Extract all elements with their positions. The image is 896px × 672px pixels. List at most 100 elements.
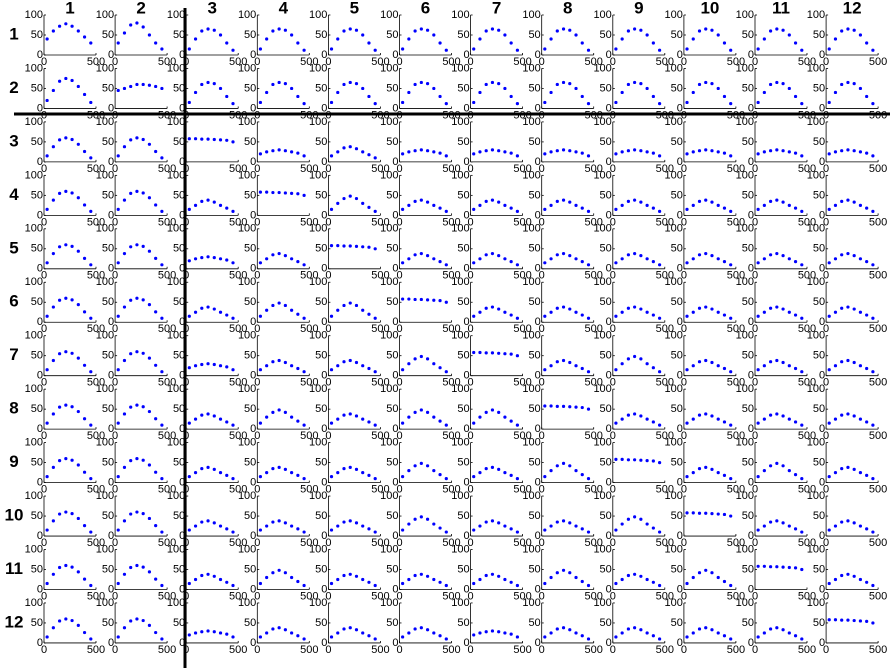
y-tick-label: 100: [238, 543, 256, 555]
y-tick-label: 100: [380, 276, 398, 288]
point: [444, 263, 448, 267]
point: [265, 631, 269, 635]
x-tick-label: 500: [513, 323, 531, 335]
x-tick-label: 0: [112, 323, 118, 335]
y-tick-label: 100: [522, 383, 540, 395]
point: [729, 370, 733, 374]
point: [354, 574, 359, 578]
point: [336, 201, 340, 205]
x-tick-label: 500: [585, 270, 603, 282]
point: [472, 528, 476, 532]
point: [116, 475, 120, 479]
point: [871, 423, 875, 427]
point: [503, 257, 507, 261]
y-tick-label: 0: [321, 316, 327, 328]
y-tick-label: 50: [386, 296, 398, 308]
point: [800, 477, 804, 481]
y-tick-label: 50: [244, 82, 256, 94]
point: [586, 637, 591, 641]
point: [645, 577, 649, 582]
point: [775, 412, 779, 416]
point: [651, 260, 655, 264]
point: [283, 360, 287, 365]
point: [419, 297, 423, 302]
point: [277, 252, 281, 256]
y-tick-label: 100: [238, 116, 256, 128]
y-tick-label: 0: [677, 583, 683, 595]
point: [154, 256, 158, 260]
point: [614, 261, 618, 265]
x-tick-label: 0: [396, 270, 402, 282]
point: [160, 156, 164, 160]
x-tick-label: 0: [752, 537, 758, 549]
point: [762, 310, 766, 314]
y-tick-label: 0: [463, 102, 469, 114]
point: [82, 417, 87, 421]
y-tick-label: 50: [813, 617, 825, 629]
x-tick-label: 0: [610, 216, 616, 228]
point: [147, 409, 152, 414]
point: [586, 102, 591, 106]
point: [509, 632, 513, 636]
point: [580, 366, 584, 371]
point: [218, 138, 223, 142]
column-label: 5: [350, 0, 359, 17]
point: [685, 635, 689, 639]
x-tick-label: 500: [656, 377, 674, 389]
y-tick-label: 50: [457, 189, 469, 201]
y-tick-label: 100: [451, 9, 469, 21]
point: [64, 403, 68, 407]
point: [833, 577, 838, 582]
point: [722, 420, 727, 424]
point: [775, 305, 779, 309]
point: [639, 357, 643, 361]
point: [620, 90, 624, 95]
point: [225, 258, 229, 262]
x-tick-label: 0: [539, 484, 545, 496]
point: [846, 572, 850, 576]
point: [515, 477, 520, 481]
point: [614, 314, 618, 318]
point: [206, 519, 210, 523]
point: [290, 575, 294, 580]
point: [154, 41, 158, 45]
x-tick-label: 500: [513, 109, 531, 121]
row-label: 6: [9, 292, 18, 311]
point: [840, 467, 844, 471]
point: [64, 22, 68, 26]
x-tick-label: 0: [823, 323, 829, 335]
point: [639, 28, 643, 32]
x-tick-label: 500: [727, 216, 745, 228]
point: [265, 524, 269, 528]
y-tick-label: 0: [748, 637, 754, 649]
point: [361, 417, 365, 421]
point: [45, 154, 49, 158]
y-tick-label: 100: [665, 597, 683, 609]
point: [762, 417, 766, 421]
point: [800, 263, 804, 267]
y-tick-label: 100: [238, 437, 256, 449]
point: [329, 368, 334, 372]
point: [116, 635, 120, 639]
x-tick-label: 500: [158, 484, 176, 496]
point: [265, 150, 269, 154]
y-tick-label: 0: [321, 102, 327, 114]
x-tick-label: 0: [396, 484, 402, 496]
point: [710, 149, 714, 153]
point: [800, 370, 804, 374]
point: [70, 24, 74, 28]
point: [407, 577, 411, 582]
point: [490, 80, 495, 85]
y-tick-label: 50: [528, 403, 540, 415]
y-tick-label: 50: [528, 136, 540, 148]
point: [82, 363, 87, 367]
y-tick-label: 50: [244, 189, 256, 201]
point: [775, 358, 779, 363]
point: [787, 203, 791, 207]
point: [361, 33, 365, 37]
point: [302, 423, 306, 427]
point: [147, 196, 152, 200]
point: [568, 521, 572, 525]
point: [620, 150, 624, 154]
point: [769, 199, 773, 203]
